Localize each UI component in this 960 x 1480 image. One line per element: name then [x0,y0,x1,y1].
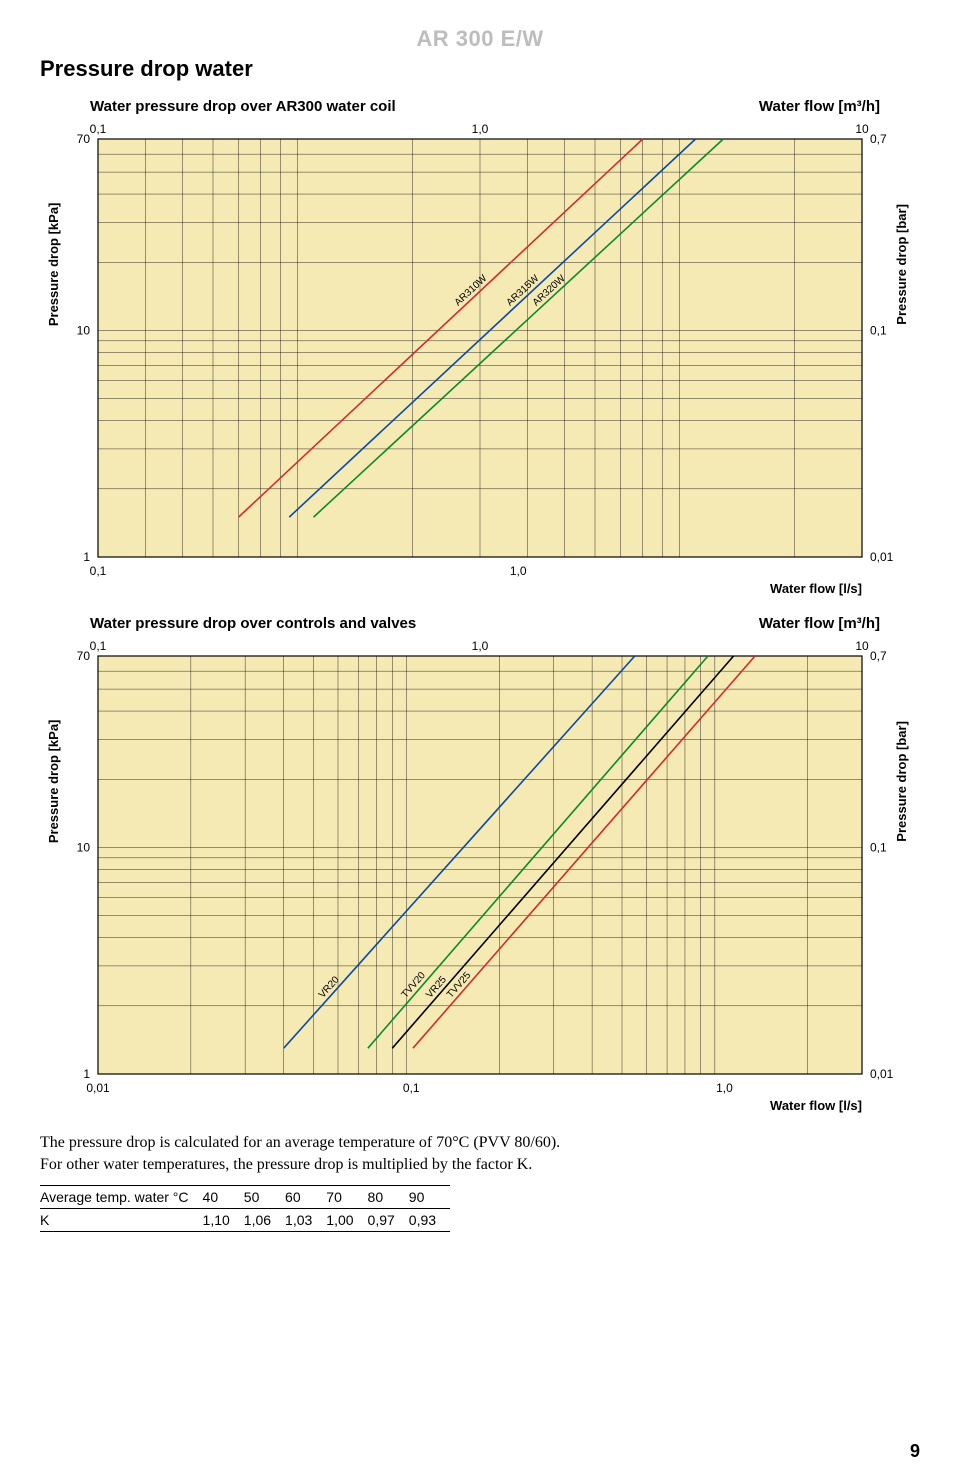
chart1-header-row: Water pressure drop over AR300 water coi… [40,98,920,115]
chart2-right-header: Water flow [m³/h] [759,615,880,632]
k-table-k: 0,97 [368,1209,409,1232]
table-row: K 1,10 1,06 1,03 1,00 0,97 0,93 [40,1209,450,1232]
svg-text:0,01: 0,01 [870,550,894,564]
section-title: Pressure drop water [40,56,920,82]
svg-text:1,0: 1,0 [472,122,489,136]
svg-text:Water flow [l/s]: Water flow [l/s] [770,581,862,596]
svg-text:0,1: 0,1 [90,122,107,136]
chart2: VR20TVV20VR25TVV250,11,0100,010,11,07010… [40,634,920,1114]
chart2-header-row: Water pressure drop over controls and va… [40,615,920,632]
svg-text:Water flow [l/s]: Water flow [l/s] [770,1098,862,1113]
svg-text:1: 1 [83,1067,90,1081]
svg-text:70: 70 [77,649,91,663]
svg-text:0,1: 0,1 [90,564,107,578]
svg-text:Pressure drop [kPa]: Pressure drop [kPa] [46,203,61,327]
k-table-temp: 60 [285,1186,326,1209]
k-factor-table: Average temp. water °C 40 50 60 70 80 90… [40,1185,450,1232]
body-text: The pressure drop is calculated for an a… [40,1132,920,1175]
k-table-temp: 70 [326,1186,367,1209]
k-table-temp: 80 [368,1186,409,1209]
svg-text:1,0: 1,0 [510,564,527,578]
k-table-k: 1,10 [203,1209,244,1232]
k-table-k: 1,03 [285,1209,326,1232]
svg-text:10: 10 [855,639,869,653]
svg-text:10: 10 [77,840,91,854]
svg-text:0,1: 0,1 [90,639,107,653]
chart1: AR310WAR315WAR320W0,11,0100,11,0701010,7… [40,117,920,597]
chart2-title: Water pressure drop over controls and va… [90,615,416,632]
svg-text:0,01: 0,01 [86,1081,110,1095]
page-number: 9 [910,1441,920,1462]
k-table-k: 1,06 [244,1209,285,1232]
svg-text:1: 1 [83,550,90,564]
svg-text:70: 70 [77,132,91,146]
k-table-temp: 40 [203,1186,244,1209]
k-table-row-header: Average temp. water °C [40,1186,203,1209]
svg-text:Pressure drop [bar]: Pressure drop [bar] [894,204,909,325]
body-text-line1: The pressure drop is calculated for an a… [40,1134,560,1151]
chart1-svg: AR310WAR315WAR320W0,11,0100,11,0701010,7… [40,117,920,597]
svg-text:0,1: 0,1 [403,1081,420,1095]
svg-text:0,7: 0,7 [870,132,887,146]
chart2-svg: VR20TVV20VR25TVV250,11,0100,010,11,07010… [40,634,920,1114]
table-row: Average temp. water °C 40 50 60 70 80 90 [40,1186,450,1209]
svg-text:1,0: 1,0 [716,1081,733,1095]
svg-text:Pressure drop [kPa]: Pressure drop [kPa] [46,720,61,844]
chart1-title: Water pressure drop over AR300 water coi… [90,98,396,115]
k-table-k: 0,93 [409,1209,450,1232]
k-table-k: 1,00 [326,1209,367,1232]
k-table-temp: 90 [409,1186,450,1209]
svg-text:0,1: 0,1 [870,323,887,337]
k-table-temp: 50 [244,1186,285,1209]
svg-text:1,0: 1,0 [472,639,489,653]
svg-text:0,1: 0,1 [870,840,887,854]
svg-text:10: 10 [855,122,869,136]
svg-text:10: 10 [77,323,91,337]
model-header: AR 300 E/W [40,26,920,52]
chart1-right-header: Water flow [m³/h] [759,98,880,115]
svg-text:Pressure drop [bar]: Pressure drop [bar] [894,721,909,842]
k-table-k-header: K [40,1209,203,1232]
svg-text:0,7: 0,7 [870,649,887,663]
body-text-line2: For other water temperatures, the pressu… [40,1156,532,1173]
svg-text:0,01: 0,01 [870,1067,894,1081]
